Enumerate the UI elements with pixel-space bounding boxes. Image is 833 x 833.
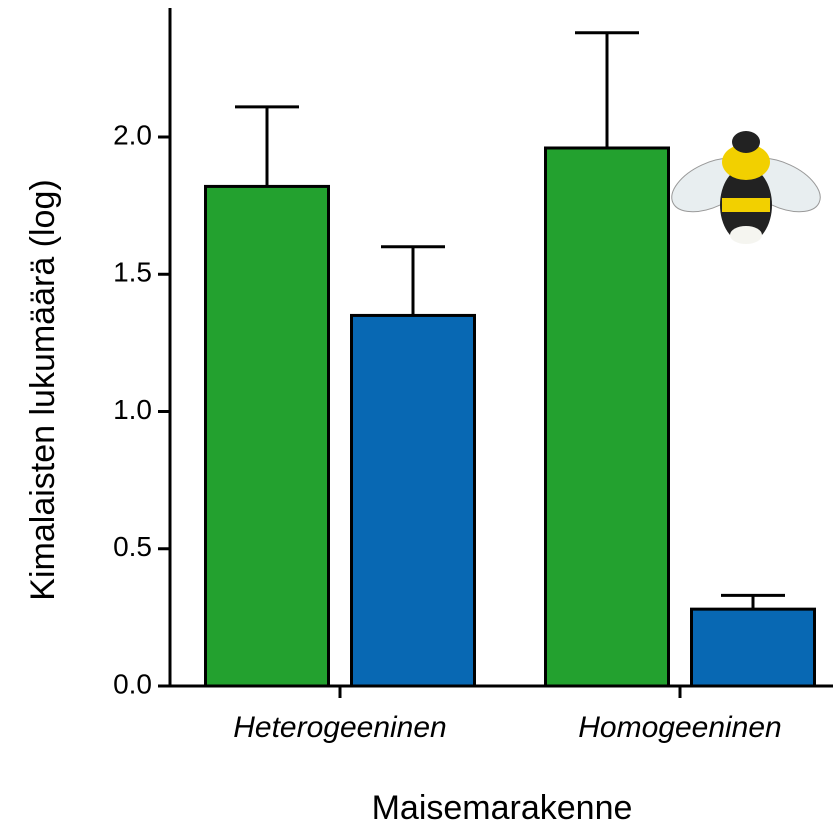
y-tick-label: 2.0 [113, 119, 152, 150]
bee-illustration [671, 131, 821, 244]
bar [690, 607, 816, 688]
x-tick-label: Heterogeeninen [233, 711, 447, 744]
bar [204, 184, 330, 688]
x-axis-label: Maisemarakenne [372, 789, 633, 827]
y-tick-label: 0.0 [113, 668, 152, 699]
y-axis-label: Kimalaisten lukumäärä (log) [24, 179, 62, 600]
y-tick-label: 0.5 [113, 531, 152, 562]
bar [350, 313, 476, 688]
bar [544, 146, 670, 688]
x-tick-label: Homogeeninen [578, 711, 781, 744]
y-tick-label: 1.0 [113, 394, 152, 425]
y-tick-label: 1.5 [113, 257, 152, 288]
